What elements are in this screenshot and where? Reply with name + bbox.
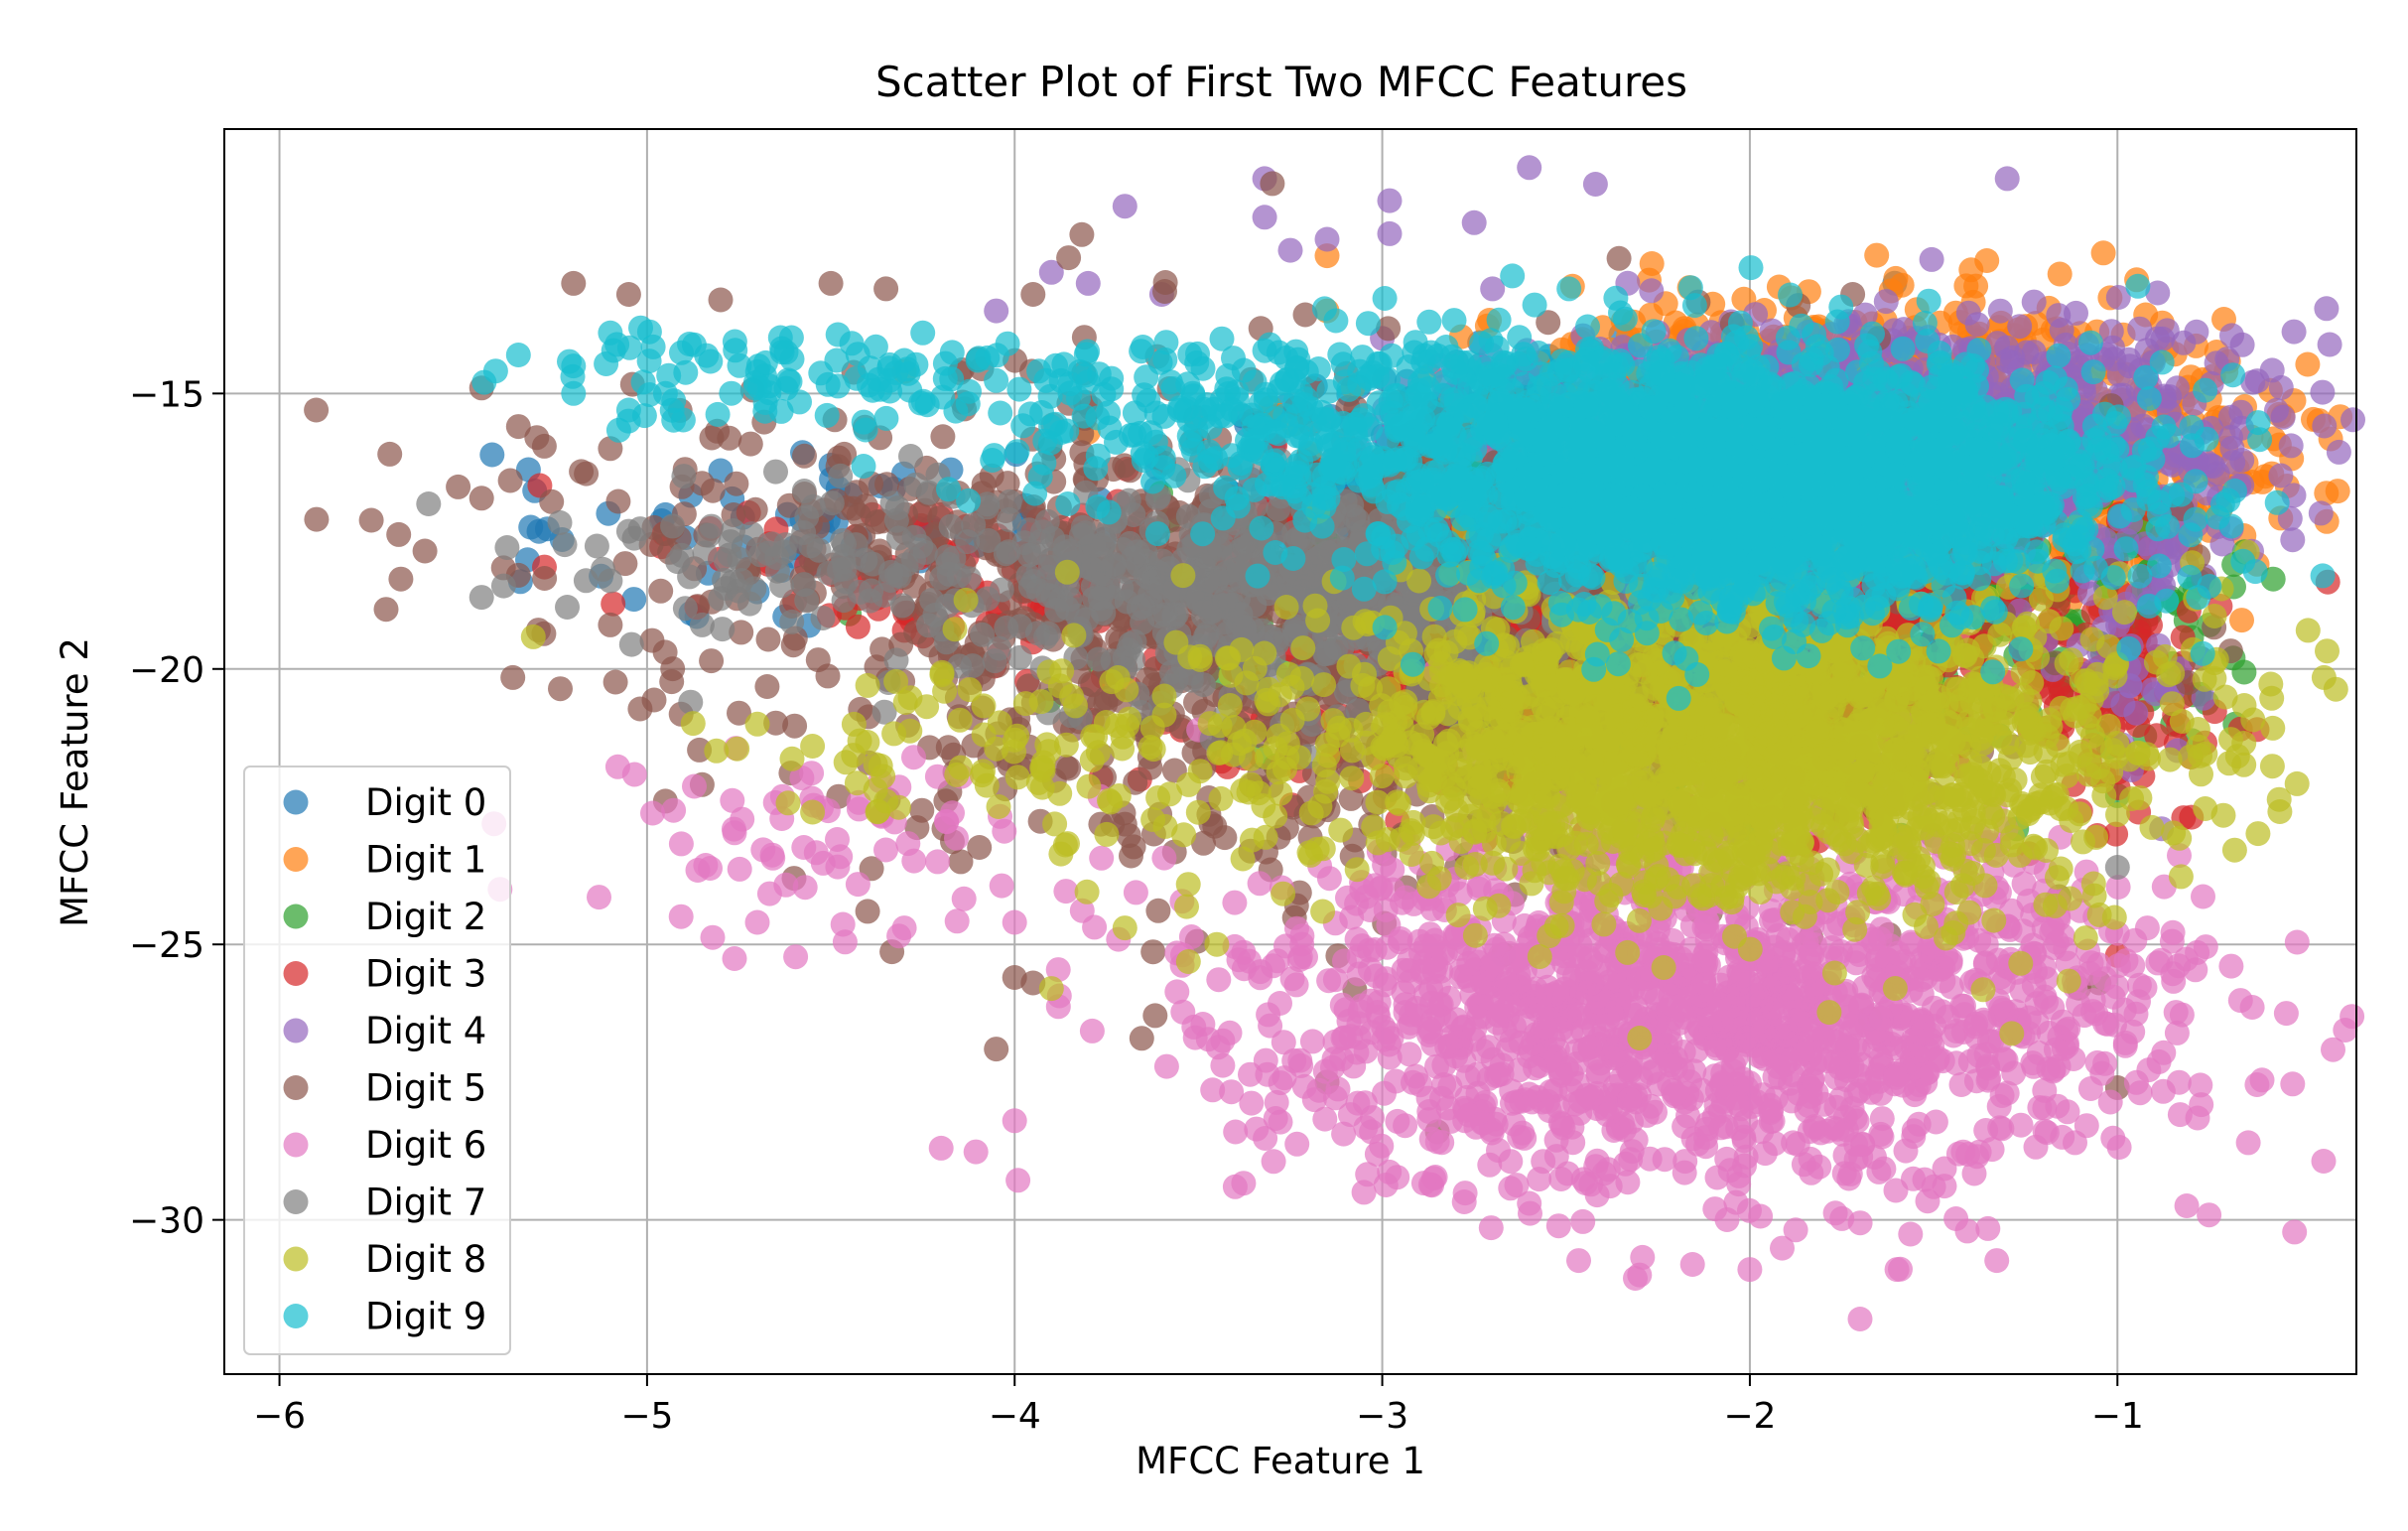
scatter-point — [2231, 659, 2257, 685]
scatter-point — [1883, 265, 1909, 291]
scatter-point — [2047, 261, 2073, 287]
scatter-point — [1864, 242, 1890, 268]
scatter-point — [526, 518, 552, 544]
scatter-point — [2103, 821, 2129, 847]
scatter-point — [845, 614, 870, 639]
data-points — [304, 155, 2365, 1331]
scatter-point — [2325, 479, 2350, 504]
scatter-point — [601, 591, 626, 617]
scatter-point — [2295, 351, 2321, 377]
scatter-point — [2090, 240, 2116, 266]
scatter-point — [1639, 251, 1665, 276]
scatter-point — [621, 587, 647, 613]
scatter-point — [2229, 608, 2254, 633]
scatter-point — [479, 442, 505, 468]
chart-title: Scatter Plot of First Two MFCC Features — [875, 58, 1687, 106]
plot-area — [223, 128, 2365, 1375]
scatter-point — [1974, 248, 2000, 273]
